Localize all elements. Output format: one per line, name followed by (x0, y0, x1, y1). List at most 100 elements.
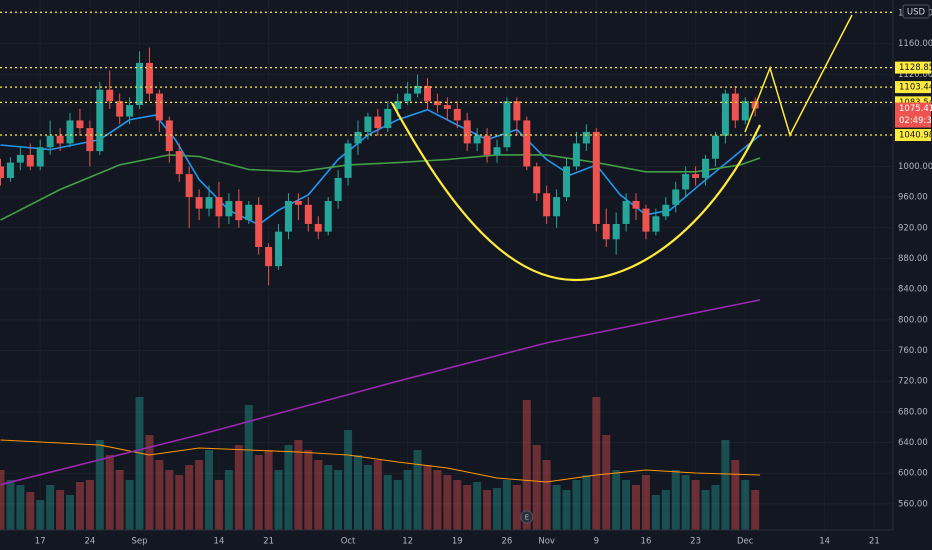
x-tick-label: 12 (402, 537, 413, 547)
candle-body (185, 174, 193, 198)
x-tick-label: 9 (594, 537, 599, 547)
candle-body (324, 200, 332, 232)
level-label: 1040.98 (899, 131, 932, 141)
volume-bar (165, 470, 174, 530)
candle-body (533, 166, 541, 194)
last-price-tag (895, 102, 931, 128)
candle-body (26, 154, 34, 167)
candle-body (175, 151, 183, 175)
candle-body (602, 223, 610, 240)
volume-bar (512, 485, 521, 530)
price-tags: 1128.851103.441083.541040.981075.4102:49… (895, 61, 932, 142)
candle-body (741, 101, 749, 121)
candle-body (692, 174, 700, 178)
x-tick-label: Dec (737, 537, 754, 547)
volume-bar (691, 480, 700, 530)
volume-bar (115, 470, 124, 530)
y-tick-label: 880.00 (898, 254, 928, 264)
volume-bar (264, 450, 273, 530)
volume-bar (393, 480, 402, 530)
candle-body (165, 120, 173, 152)
volume-bar (562, 490, 571, 530)
candle-body (443, 105, 451, 109)
candle-body (503, 101, 511, 148)
level-tag (895, 61, 931, 74)
candle-body (493, 147, 501, 155)
candle-body (721, 93, 729, 136)
volume-bar (175, 475, 184, 530)
volume-bar (443, 475, 452, 530)
volume-bar (6, 480, 15, 530)
volume-bar (423, 465, 432, 530)
volume-bar (413, 450, 422, 530)
last-price: 1075.41 (899, 104, 932, 114)
candle-body (215, 197, 223, 217)
volume-bar (602, 435, 611, 530)
y-tick-label: 800.00 (898, 315, 928, 325)
volume-bar (532, 445, 541, 530)
volume-bar (552, 485, 561, 530)
volume-bar (582, 475, 591, 530)
candle-body (225, 200, 233, 217)
candle-body (394, 101, 402, 109)
candle-body (364, 116, 372, 132)
candle-body (414, 85, 422, 94)
candle-body (136, 62, 144, 106)
y-tick-label: 840.00 (898, 285, 928, 295)
volume-bar (363, 465, 372, 530)
volume-bar (383, 475, 392, 530)
volume-bar (195, 460, 204, 530)
currency-box (902, 4, 930, 19)
volume-bar (224, 470, 233, 530)
volume-bar (612, 470, 621, 530)
y-tick-label: 720.00 (898, 377, 928, 387)
candle-body (334, 177, 342, 201)
indicator-line (0, 439, 761, 483)
volume-bar (145, 435, 154, 530)
candle-body (652, 216, 660, 232)
volume-bar (56, 490, 65, 530)
candle-body (155, 93, 163, 121)
volume-bar (433, 470, 442, 530)
x-tick-label: Sep (132, 537, 148, 547)
candle-body (513, 101, 521, 121)
candle-body (66, 120, 74, 144)
volume-bar (125, 480, 134, 530)
volume-bar (314, 460, 323, 530)
candle-body (572, 143, 580, 167)
candle-body (404, 93, 412, 102)
volume-bar (294, 440, 303, 530)
volume-bar (641, 475, 650, 530)
volume-bar (493, 488, 501, 530)
level-label: 1128.85 (899, 63, 932, 73)
volume-bar (661, 490, 670, 530)
candle-body (592, 131, 600, 224)
volume-bar (632, 485, 641, 530)
volume-bar (751, 490, 760, 530)
volume-bar (334, 470, 343, 530)
volume-bar (234, 445, 243, 530)
x-tick-label: 21 (869, 537, 880, 547)
volume-bar (46, 485, 55, 530)
candle-body (6, 162, 14, 178)
volume-bar (105, 455, 114, 530)
candle-body (731, 93, 739, 121)
volume-pane: E (0, 397, 761, 530)
volume-bar (711, 485, 720, 530)
volume-bar (75, 482, 84, 530)
volume-bar (205, 450, 214, 530)
candle-body (46, 135, 54, 148)
volume-bar (522, 400, 531, 530)
volume-bar (135, 397, 144, 530)
volume-bar (324, 465, 333, 530)
volume-bar (473, 482, 482, 530)
y-tick-label: 960.00 (898, 193, 928, 203)
candle-body (711, 135, 719, 159)
candle-body (16, 154, 24, 163)
volume-bar (622, 480, 631, 530)
y-tick-label: 1160.00 (898, 39, 932, 49)
volume-bar (344, 430, 353, 530)
volume-bar (403, 470, 412, 530)
volume-bar (95, 440, 104, 530)
